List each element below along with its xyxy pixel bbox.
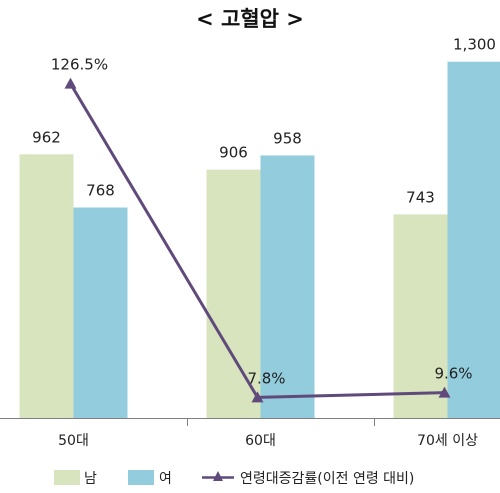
legend-label-female: 여 bbox=[159, 471, 172, 487]
line-layer: 126.5% 7.8% 9.6% bbox=[51, 56, 473, 403]
bar-male bbox=[206, 169, 261, 418]
legend-label-rate: 연령대증감률(이전 연령 대비) bbox=[240, 471, 414, 487]
bar-data-label: 743 bbox=[406, 188, 435, 206]
bar-data-label: 962 bbox=[32, 128, 61, 146]
legend-swatch-female bbox=[128, 470, 154, 485]
bar-female bbox=[260, 155, 315, 418]
bar-data-label: 1,300 bbox=[453, 36, 496, 54]
line-data-label: 9.6% bbox=[434, 365, 472, 383]
bars-layer: 962 768 906 958 743 1,300 bbox=[19, 36, 500, 418]
chart-title: < 고혈압 > bbox=[196, 7, 304, 31]
bar-male bbox=[19, 154, 74, 418]
legend: 남 여 연령대증감률(이전 연령 대비) bbox=[54, 470, 414, 487]
line-point-rate bbox=[438, 386, 451, 398]
legend-swatch-male bbox=[54, 470, 80, 485]
legend-label-male: 남 bbox=[84, 471, 97, 487]
x-tick-labels: 50대 60대 70세 이상 bbox=[58, 433, 478, 449]
bar-female bbox=[73, 207, 128, 418]
bar-data-label: 906 bbox=[219, 144, 248, 162]
line-point-rate bbox=[64, 77, 77, 89]
line-point-rate bbox=[251, 391, 264, 403]
line-data-label: 7.8% bbox=[247, 369, 285, 387]
bar-data-label: 768 bbox=[86, 182, 115, 200]
bar-female bbox=[447, 61, 500, 418]
x-tick-label: 50대 bbox=[58, 433, 89, 449]
x-tick-label: 70세 이상 bbox=[417, 433, 478, 449]
x-tick-label: 60대 bbox=[245, 433, 276, 449]
bar-male bbox=[393, 214, 448, 418]
bar-data-label: 958 bbox=[273, 129, 302, 147]
legend-marker-rate bbox=[213, 471, 223, 481]
line-data-label: 126.5% bbox=[51, 56, 108, 74]
